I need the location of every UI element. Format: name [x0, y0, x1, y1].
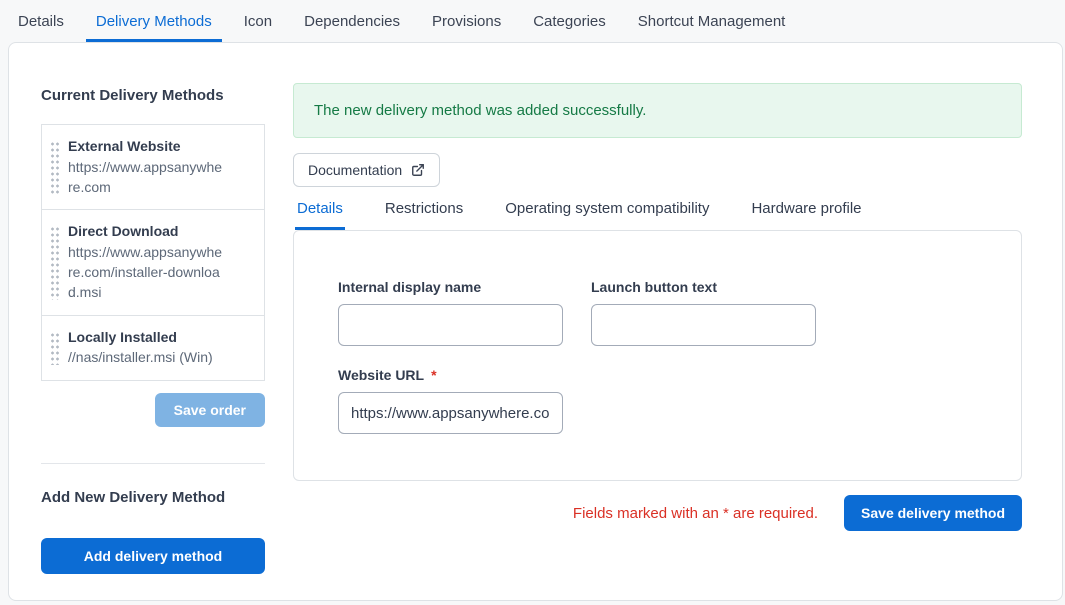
subtab-details[interactable]: Details: [295, 200, 345, 230]
delivery-methods-sidebar: Current Delivery Methods External Websit…: [41, 83, 265, 600]
drag-handle-icon[interactable]: [50, 140, 59, 195]
documentation-row: Documentation: [293, 153, 1022, 187]
save-delivery-method-button[interactable]: Save delivery method: [844, 495, 1022, 531]
sidebar-divider: [41, 462, 265, 464]
save-order-row: Save order: [41, 392, 265, 427]
website-url-field: Website URL *: [338, 367, 563, 434]
editor-tab-bar: Details Restrictions Operating system co…: [293, 200, 1022, 230]
page-tab-bar: Details Delivery Methods Icon Dependenci…: [0, 0, 1065, 42]
subtab-hardware-profile[interactable]: Hardware profile: [751, 200, 862, 217]
documentation-button[interactable]: Documentation: [293, 153, 441, 187]
external-link-icon: [411, 163, 425, 177]
delivery-method-detail: //nas/installer.msi (Win): [68, 349, 213, 366]
form-footer: Fields marked with an * are required. Sa…: [293, 495, 1022, 531]
launch-button-text-input[interactable]: [591, 304, 816, 346]
list-item-locally-installed[interactable]: Locally Installed //nas/installer.msi (W…: [42, 316, 264, 380]
delivery-method-name: Locally Installed: [68, 328, 177, 345]
drag-handle-icon[interactable]: [50, 225, 59, 300]
list-item-text: Locally Installed //nas/installer.msi (W…: [68, 328, 213, 368]
internal-display-name-input[interactable]: [338, 304, 563, 346]
drag-handle-icon[interactable]: [50, 330, 59, 365]
save-order-button[interactable]: Save order: [154, 392, 265, 427]
delivery-method-detail: https://www.appsanywhere.com: [68, 158, 223, 195]
current-delivery-methods-heading: Current Delivery Methods: [41, 87, 224, 104]
documentation-button-label: Documentation: [308, 162, 403, 178]
required-fields-note: Fields marked with an * are required.: [572, 504, 819, 522]
list-item-text: External Website https://www.appsanywher…: [68, 137, 226, 197]
launch-button-text-label: Launch button text: [591, 279, 717, 295]
tab-details[interactable]: Details: [18, 12, 64, 30]
success-alert: The new delivery method was added succes…: [293, 83, 1022, 138]
delivery-method-name: External Website: [68, 138, 181, 154]
required-asterisk: *: [431, 367, 437, 383]
add-delivery-method-button[interactable]: Add delivery method: [41, 537, 265, 574]
tab-shortcut-management[interactable]: Shortcut Management: [637, 12, 786, 30]
list-item-text: Direct Download https://www.appsanywhere…: [68, 222, 226, 302]
tab-categories[interactable]: Categories: [533, 12, 606, 30]
tab-provisions[interactable]: Provisions: [432, 12, 502, 30]
subtab-restrictions[interactable]: Restrictions: [384, 200, 464, 217]
internal-display-name-label: Internal display name: [338, 279, 482, 295]
delivery-methods-panel: Current Delivery Methods External Websit…: [8, 42, 1063, 601]
delivery-method-detail: https://www.appsanywhere.com/installer-d…: [68, 243, 223, 301]
delivery-method-name: Direct Download: [68, 223, 179, 240]
launch-button-text-field: Launch button text: [591, 279, 816, 346]
delivery-method-editor: The new delivery method was added succes…: [293, 83, 1022, 600]
website-url-label-text: Website URL: [338, 367, 425, 383]
subtab-os-compatibility[interactable]: Operating system compatibility: [505, 200, 710, 217]
form-row-1: Internal display name Launch button text: [338, 279, 981, 346]
add-new-delivery-method-heading: Add New Delivery Method: [41, 488, 226, 506]
internal-display-name-field: Internal display name: [338, 279, 563, 346]
website-url-input[interactable]: [338, 392, 563, 434]
tab-icon[interactable]: Icon: [243, 12, 273, 30]
tab-delivery-methods[interactable]: Delivery Methods: [85, 0, 222, 42]
tab-dependencies[interactable]: Dependencies: [304, 12, 401, 30]
delivery-method-list: External Website https://www.appsanywher…: [41, 124, 265, 381]
details-form-card: Internal display name Launch button text…: [293, 230, 1022, 481]
form-row-2: Website URL *: [338, 367, 981, 434]
list-item-external-website[interactable]: External Website https://www.appsanywher…: [42, 125, 264, 211]
list-item-direct-download[interactable]: Direct Download https://www.appsanywhere…: [42, 210, 264, 316]
website-url-label: Website URL *: [338, 367, 563, 383]
